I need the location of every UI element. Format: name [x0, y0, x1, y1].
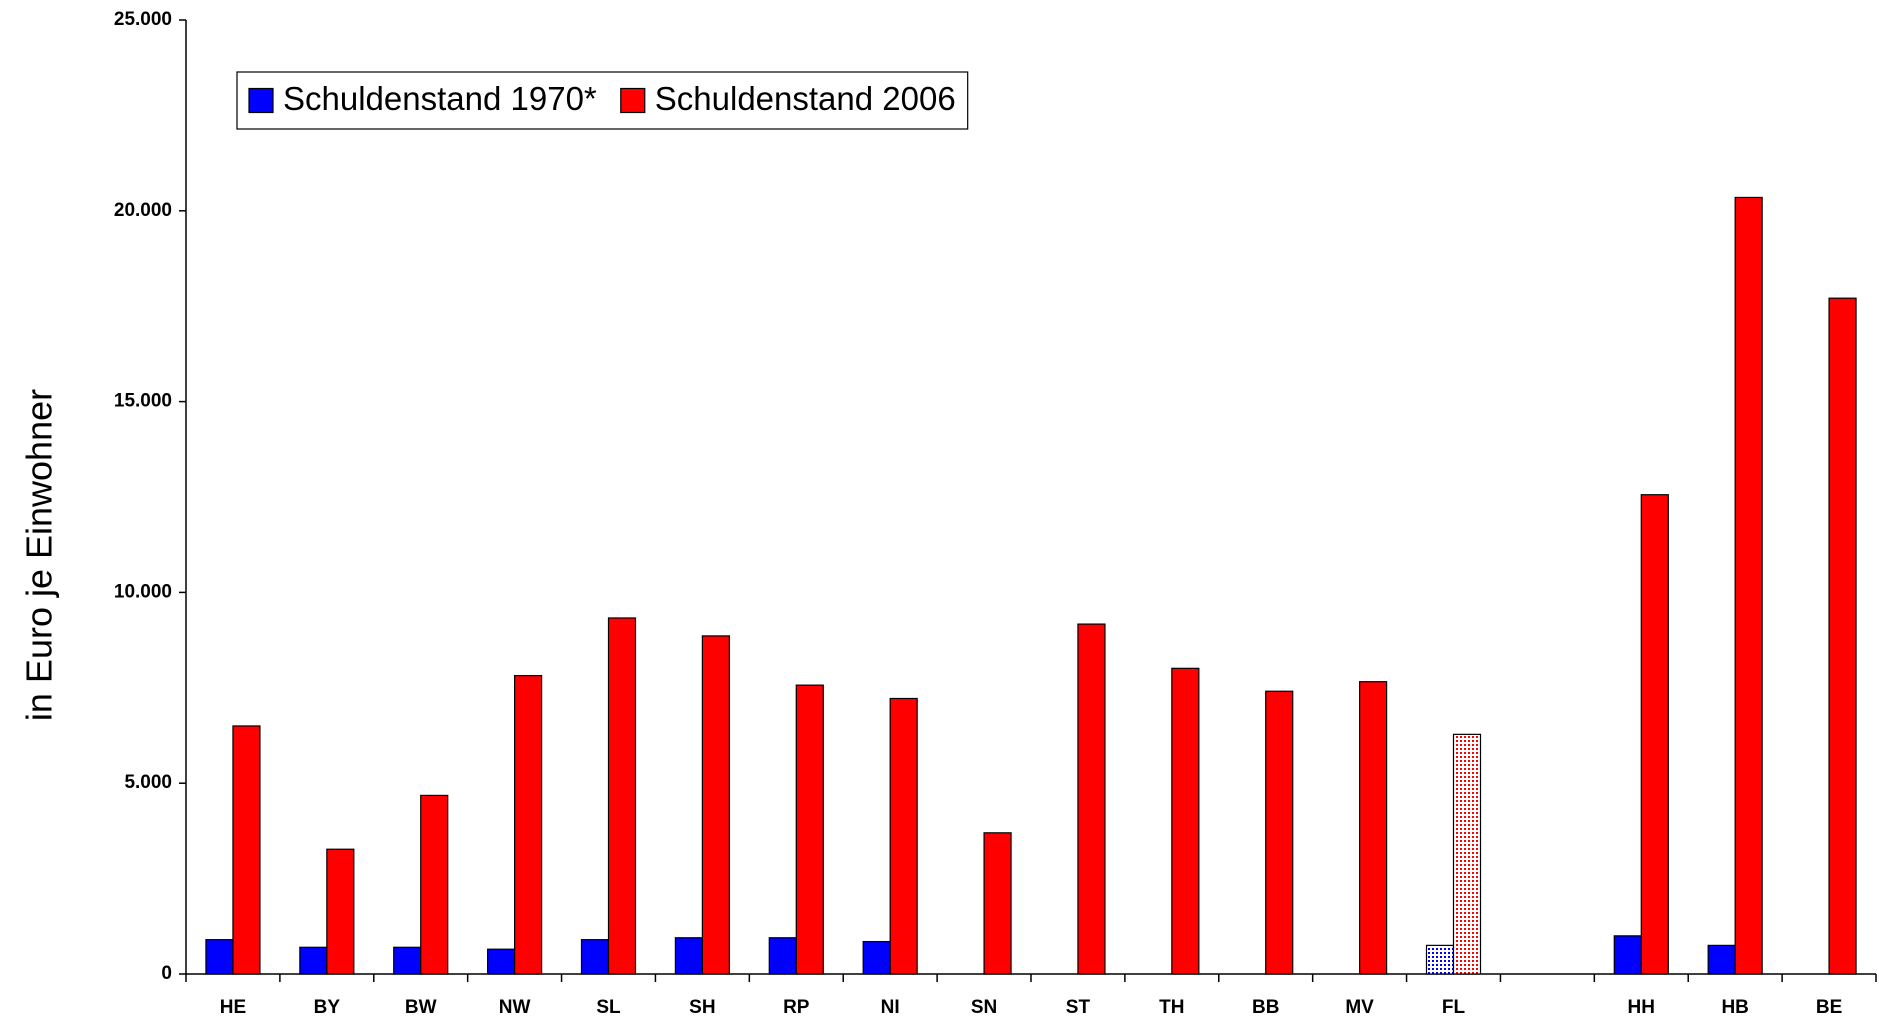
bar: [1425, 944, 1455, 975]
x-tick-label: BB: [1252, 997, 1279, 1018]
bar: [232, 725, 261, 975]
y-tick-label: 25.000: [114, 9, 172, 30]
x-tick-label: BE: [1816, 997, 1842, 1018]
bar: [768, 937, 797, 975]
x-tick-label: BY: [314, 997, 341, 1018]
y-tick-label: 10.000: [114, 581, 172, 602]
bar: [299, 946, 328, 975]
bar: [1359, 681, 1388, 975]
bar: [393, 946, 422, 975]
legend-swatch: [248, 87, 274, 114]
bar: [1077, 623, 1106, 975]
x-tick-label: RP: [783, 997, 810, 1018]
bar: [674, 937, 703, 975]
bar: [1707, 944, 1736, 975]
bar: [862, 940, 891, 975]
bar: [889, 697, 918, 975]
bar: [701, 635, 730, 975]
bar: [1452, 733, 1482, 975]
y-tick-label: 5.000: [124, 772, 172, 793]
x-tick-label: NI: [881, 997, 900, 1018]
legend-swatch: [620, 87, 646, 114]
bar: [983, 832, 1012, 975]
bar: [1734, 196, 1763, 975]
x-tick-label: HE: [220, 997, 246, 1018]
bar: [326, 848, 355, 975]
bar: [487, 948, 516, 975]
x-tick-label: NW: [499, 997, 531, 1018]
bar: [420, 794, 449, 975]
legend-box: [236, 71, 969, 130]
x-tick-label: HB: [1721, 997, 1748, 1018]
x-tick-label: ST: [1066, 997, 1091, 1018]
y-tick-label: 15.000: [114, 391, 172, 412]
bar: [1640, 494, 1669, 975]
x-tick-label: TH: [1159, 997, 1184, 1018]
bar: [580, 939, 610, 975]
bar: [205, 939, 234, 975]
x-tick-label: SH: [689, 997, 715, 1018]
x-tick-label: BW: [405, 997, 437, 1018]
x-tick-label: HH: [1628, 997, 1655, 1018]
bar: [1171, 667, 1200, 975]
x-tick-label: SN: [971, 997, 997, 1018]
x-tick-label: FL: [1442, 997, 1466, 1018]
bar: [795, 684, 824, 975]
legend-label: Schuldenstand 2006: [655, 80, 956, 117]
y-tick-label: 0: [161, 963, 172, 984]
y-axis-title: in Euro je Einwohner: [19, 389, 60, 721]
bar: [1265, 690, 1294, 975]
bar: [607, 617, 637, 975]
x-tick-label: MV: [1345, 997, 1374, 1018]
bar: [514, 674, 543, 975]
legend: Schuldenstand 1970* Schuldenstand 2006: [236, 71, 969, 130]
bar: [1828, 297, 1857, 975]
legend-label: Schuldenstand 1970*: [283, 80, 597, 117]
bar: [1613, 935, 1642, 975]
x-tick-label: SL: [596, 997, 621, 1018]
y-tick-label: 20.000: [114, 200, 172, 221]
